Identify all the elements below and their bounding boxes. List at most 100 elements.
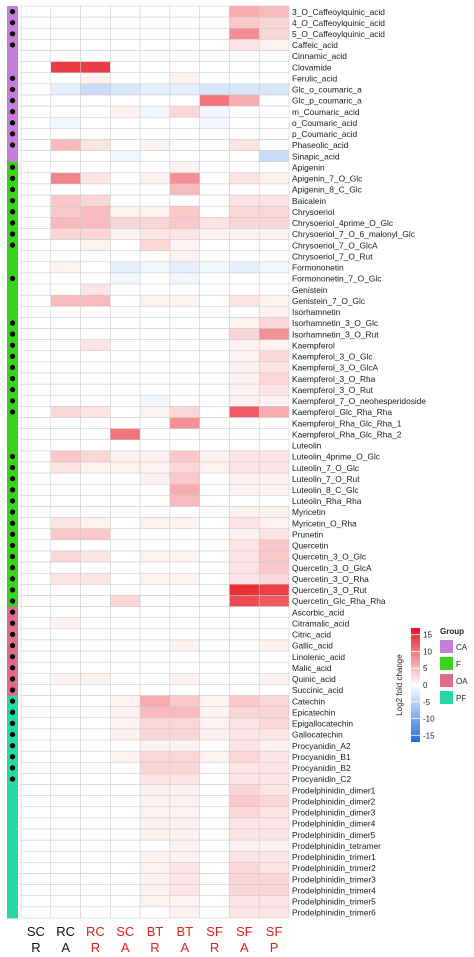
heatmap-cell bbox=[80, 706, 111, 719]
heatmap-cell bbox=[110, 806, 141, 819]
heatmap-cell bbox=[50, 550, 81, 563]
heatmap-cell bbox=[169, 839, 200, 852]
heatmap-cell bbox=[80, 350, 111, 363]
heatmap-cell bbox=[258, 395, 290, 407]
heatmap-cell bbox=[199, 617, 230, 630]
heatmap-cell bbox=[139, 717, 171, 730]
column-label-top: BT bbox=[176, 924, 193, 939]
heatmap-cell bbox=[110, 561, 141, 574]
heatmap-cell bbox=[110, 650, 141, 663]
heatmap-cell bbox=[139, 328, 171, 340]
significance-dot bbox=[9, 31, 16, 37]
heatmap-cell bbox=[169, 828, 200, 841]
heatmap-cell bbox=[139, 428, 171, 441]
heatmap-cell bbox=[199, 5, 230, 18]
heatmap-cell bbox=[169, 561, 200, 574]
heatmap-cell bbox=[258, 205, 290, 218]
heatmap-cell bbox=[80, 105, 111, 118]
heatmap-cell bbox=[139, 317, 171, 329]
heatmap-cell bbox=[80, 472, 111, 485]
heatmap-cell bbox=[20, 239, 52, 251]
heatmap-cell bbox=[229, 483, 260, 496]
heatmap-cell bbox=[139, 239, 171, 251]
heatmap-cell bbox=[169, 239, 200, 251]
heatmap-cell bbox=[110, 183, 141, 196]
heatmap-cell bbox=[169, 873, 200, 885]
heatmap-cell bbox=[229, 328, 260, 340]
heatmap-cell bbox=[139, 439, 171, 452]
heatmap-cell bbox=[110, 217, 141, 229]
heatmap-cell bbox=[80, 283, 111, 296]
heatmap-cell bbox=[110, 306, 141, 318]
heatmap-cell bbox=[229, 561, 260, 574]
heatmap-cell bbox=[258, 450, 290, 463]
heatmap-cell bbox=[50, 205, 81, 218]
heatmap-cell bbox=[199, 50, 230, 62]
row-label: p_Coumaric_acid bbox=[292, 129, 358, 139]
row-label: Citric_acid bbox=[292, 630, 331, 640]
heatmap-cell bbox=[139, 561, 171, 574]
heatmap-cell bbox=[139, 706, 171, 719]
heatmap-cell bbox=[169, 895, 200, 908]
heatmap-cell bbox=[199, 217, 230, 229]
heatmap-cell bbox=[199, 61, 230, 73]
heatmap-cell bbox=[20, 283, 52, 296]
heatmap-cell bbox=[20, 350, 52, 363]
heatmap-cell bbox=[229, 350, 260, 363]
heatmap-cell bbox=[229, 150, 260, 162]
heatmap-cell bbox=[169, 517, 200, 529]
heatmap-cell bbox=[50, 684, 81, 696]
heatmap-cell bbox=[110, 83, 141, 96]
heatmap-cell bbox=[199, 83, 230, 96]
heatmap-cell bbox=[229, 617, 260, 630]
group-legend-label: F bbox=[456, 660, 461, 669]
color-scale-tick-label: 15 bbox=[423, 631, 432, 640]
heatmap-cell bbox=[258, 439, 290, 452]
heatmap-cell bbox=[20, 94, 52, 107]
heatmap-cell bbox=[258, 461, 290, 474]
heatmap-cell bbox=[50, 561, 81, 574]
significance-dot bbox=[9, 242, 16, 248]
heatmap-cell bbox=[258, 906, 290, 919]
row-label: Malic_acid bbox=[292, 663, 332, 673]
heatmap-cell bbox=[110, 406, 141, 418]
row-label: Cinnamic_acid bbox=[292, 51, 347, 61]
heatmap-cell bbox=[229, 294, 260, 307]
heatmap-cell bbox=[110, 372, 141, 385]
significance-dot bbox=[9, 598, 16, 604]
row-label: Catechin bbox=[292, 696, 325, 706]
heatmap-cell bbox=[80, 884, 111, 897]
heatmap-cell bbox=[258, 372, 290, 385]
heatmap-cell bbox=[199, 183, 230, 196]
significance-dot bbox=[9, 498, 16, 504]
group-strip-pf bbox=[7, 884, 18, 897]
row-label: 4_O_Caffeoylquinic_acid bbox=[292, 18, 385, 28]
significance-dot bbox=[9, 220, 16, 226]
heatmap-cell bbox=[199, 595, 230, 607]
heatmap-cell bbox=[199, 773, 230, 785]
heatmap-cell bbox=[169, 472, 200, 485]
row-label: Isorhamnetin_3_O_Rut bbox=[292, 329, 379, 339]
significance-dot bbox=[9, 209, 16, 215]
heatmap-cell bbox=[199, 695, 230, 707]
heatmap-cell bbox=[139, 528, 171, 541]
heatmap-cell bbox=[139, 161, 171, 174]
heatmap-cell bbox=[80, 239, 111, 251]
heatmap-cell bbox=[50, 472, 81, 485]
row-label: Prodelphinidin_trimer2 bbox=[292, 863, 376, 873]
heatmap-cell bbox=[80, 517, 111, 529]
heatmap-cell bbox=[258, 105, 290, 118]
column-label-bottom: R bbox=[150, 940, 159, 955]
row-label: Genistein bbox=[292, 285, 328, 295]
heatmap-cell bbox=[80, 506, 111, 518]
heatmap-cell bbox=[110, 483, 141, 496]
heatmap-cell bbox=[139, 27, 171, 40]
heatmap-cell bbox=[199, 27, 230, 40]
heatmap-cell bbox=[20, 784, 52, 796]
heatmap-cell bbox=[229, 172, 260, 185]
heatmap-cell bbox=[50, 661, 81, 674]
row-label: Luteolin_8_C_Glc bbox=[292, 485, 359, 495]
heatmap-cell bbox=[258, 27, 290, 40]
heatmap-cell bbox=[139, 294, 171, 307]
significance-dot bbox=[9, 720, 16, 726]
